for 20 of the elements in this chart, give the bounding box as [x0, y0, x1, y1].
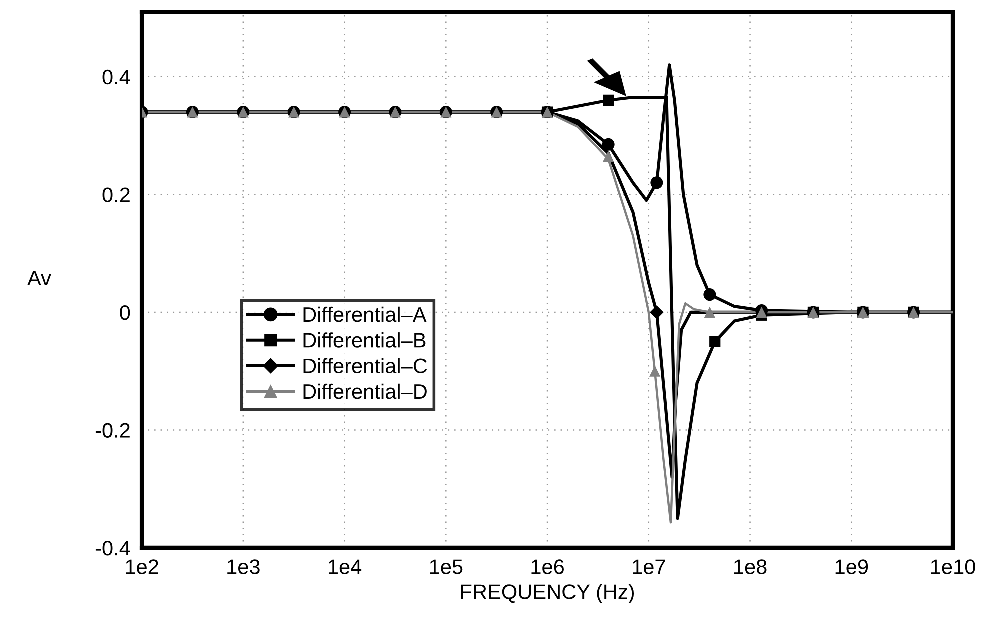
y-tick-label: 0 [120, 305, 130, 320]
x-axis-title: FREQUENCY (Hz) [461, 584, 634, 604]
x-tick-label: 1e3 [228, 560, 260, 574]
legend-label: Differential–B [304, 332, 426, 348]
legend-label: Differential–C [304, 358, 428, 374]
y-axis-title: Av [28, 271, 52, 286]
x-tick-label: 1e10 [931, 560, 976, 574]
y-tick-label: -0.4 [96, 541, 130, 556]
legend-label: Differential–D [304, 384, 427, 400]
x-tick-label: 1e4 [329, 560, 362, 574]
x-tick-label: 1e8 [734, 560, 767, 574]
x-tick-label: 1e5 [430, 560, 463, 574]
legend-label: Differential–A [304, 306, 427, 322]
x-tick-label: 1e7 [633, 560, 666, 574]
x-tick-label: 1e6 [532, 560, 564, 574]
y-tick-label: 0.4 [102, 70, 130, 85]
x-tick-label: 1e2 [126, 560, 158, 574]
y-tick-label: 0.2 [102, 188, 130, 202]
y-tick-label: -0.2 [96, 423, 130, 438]
x-tick-label: 1e9 [836, 560, 868, 574]
